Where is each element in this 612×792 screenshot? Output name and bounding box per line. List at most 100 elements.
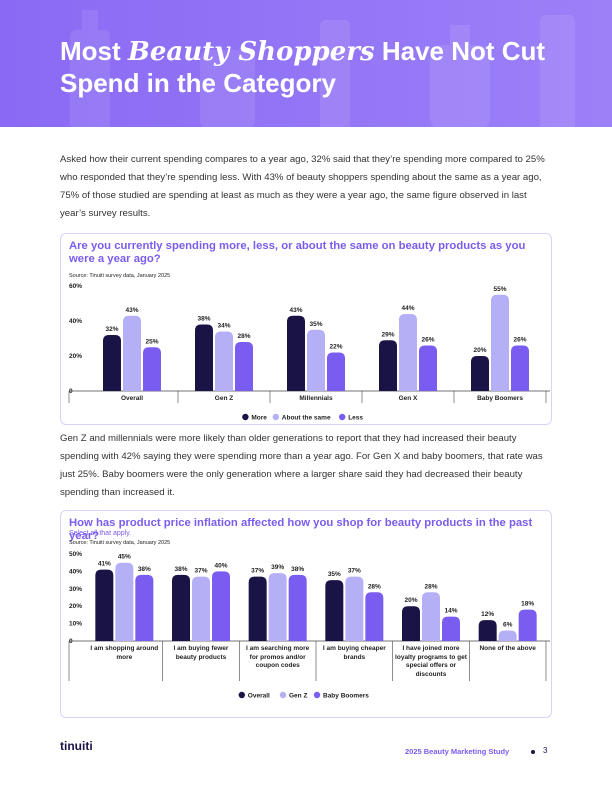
bar	[478, 620, 497, 641]
value-label: 25%	[145, 338, 158, 345]
bar	[268, 573, 287, 641]
value-label: 14%	[444, 608, 457, 615]
bar	[379, 340, 397, 391]
bar	[345, 576, 364, 641]
bar	[95, 569, 114, 641]
bar	[288, 574, 307, 641]
value-label: 43%	[125, 307, 138, 314]
bar	[287, 315, 305, 391]
x-tick-label: Gen Z	[214, 395, 234, 402]
x-tick-label: I am buying fewer beauty products	[173, 645, 229, 661]
bar	[491, 294, 509, 391]
x-tick-label: None of the above	[479, 645, 536, 652]
paragraph: Asked how their current spending compare…	[60, 154, 545, 219]
bar	[235, 342, 253, 391]
bar	[215, 331, 233, 391]
chart-title: Are you currently spending more, less, o…	[69, 240, 526, 265]
value-label: 37%	[348, 568, 361, 575]
bar	[135, 574, 154, 641]
value-label: 45%	[118, 554, 131, 561]
y-tick-label: 0	[69, 388, 73, 395]
bar	[511, 345, 529, 391]
value-label: 35%	[309, 321, 322, 328]
y-tick-label: 20%	[69, 353, 82, 360]
chart-title: How has product price inflation affected…	[69, 517, 533, 542]
bar	[212, 571, 230, 641]
value-label: 38%	[138, 566, 151, 573]
value-label: 38%	[291, 566, 304, 573]
value-label: 6%	[503, 622, 513, 629]
value-label: 26%	[421, 337, 434, 344]
value-label: 20%	[404, 597, 417, 604]
chart-source: Source: Tinuiti survey data, January 202…	[69, 540, 171, 546]
value-label: 18%	[521, 601, 534, 608]
value-label: 41%	[98, 561, 111, 568]
x-tick-label: Millennials	[299, 395, 333, 402]
bar	[471, 356, 489, 391]
y-tick-label: 30%	[69, 586, 82, 593]
bar	[365, 592, 384, 641]
legend-label: Baby Boomers	[323, 692, 369, 699]
x-tick-label: I am searching more for promos and/or co…	[246, 645, 310, 669]
chart-card: How has product price inflation affected…	[60, 510, 552, 718]
value-label: 35%	[328, 571, 341, 578]
bar	[307, 329, 325, 391]
value-label: 38%	[197, 316, 210, 323]
value-label: 39%	[271, 564, 284, 571]
value-label: 26%	[513, 337, 526, 344]
chart: 0 10% 20% 30% 40% 50% 41% 45% 38% 38% 37% 40% 37% 39%…	[68, 551, 550, 699]
value-label: 28%	[237, 333, 250, 340]
bullet	[531, 750, 535, 754]
legend-swatch	[238, 691, 245, 699]
value-label: 44%	[401, 305, 414, 312]
bar	[419, 345, 437, 391]
value-label: 32%	[105, 326, 118, 333]
y-tick-label: 0	[69, 638, 73, 645]
bar	[422, 592, 440, 641]
header: Most Beauty Shoppers Have Not Cut Spend …	[0, 0, 612, 127]
x-tick-label: Baby Boomers	[477, 395, 523, 402]
value-label: 34%	[217, 323, 230, 330]
bar	[399, 314, 417, 391]
bar	[192, 576, 210, 641]
x-tick-label: I have joined more loyalty programs to g…	[395, 645, 467, 678]
value-label: 28%	[368, 583, 381, 590]
legend-swatch	[339, 413, 346, 421]
value-label: 37%	[194, 568, 207, 575]
bar	[103, 335, 121, 391]
chart-subtitle: Select all that apply.	[69, 530, 132, 537]
y-tick-label: 60%	[69, 283, 82, 290]
bar	[195, 324, 213, 391]
y-tick-label: 20%	[69, 603, 82, 610]
page-number: 3	[543, 746, 548, 755]
header-decor	[70, 10, 575, 127]
legend-label: More	[251, 414, 267, 421]
x-tick-label: I am buying cheaper brands	[322, 645, 386, 661]
chart: 0 20% 40% 60% 32% 43% 25% 38% 34% 28% 43% 35% 22% 29%…	[68, 283, 550, 421]
bar	[442, 616, 460, 641]
legend-swatch	[279, 691, 287, 699]
value-label: 55%	[493, 286, 506, 293]
legend-label: Less	[348, 414, 363, 421]
page-title: Most Beauty Shoppers Have Not Cut Spend …	[60, 36, 560, 99]
y-tick-label: 40%	[69, 568, 82, 575]
paragraph: Gen Z and millennials were more likely t…	[60, 433, 543, 498]
x-tick-label: Gen X	[398, 395, 418, 402]
title-text: Have Not Cut Spend in the Category	[60, 36, 546, 98]
bar	[402, 606, 420, 641]
legend-label: About the same	[282, 414, 331, 421]
value-label: 20%	[473, 347, 486, 354]
value-label: 12%	[481, 611, 494, 618]
bar	[172, 574, 190, 641]
x-tick-label: Overall	[120, 395, 144, 402]
bar	[248, 576, 267, 641]
legend-swatch	[272, 413, 279, 421]
legend-label: Gen Z	[289, 692, 307, 699]
value-label: 29%	[381, 331, 394, 338]
bar	[143, 347, 161, 391]
bar	[498, 630, 517, 641]
study-name: 2025 Beauty Marketing Study	[405, 747, 510, 756]
x-tick-label: I am shopping around more	[90, 645, 159, 661]
value-label: 28%	[424, 583, 437, 590]
title-emphasis: Beauty Shoppers	[127, 37, 375, 67]
